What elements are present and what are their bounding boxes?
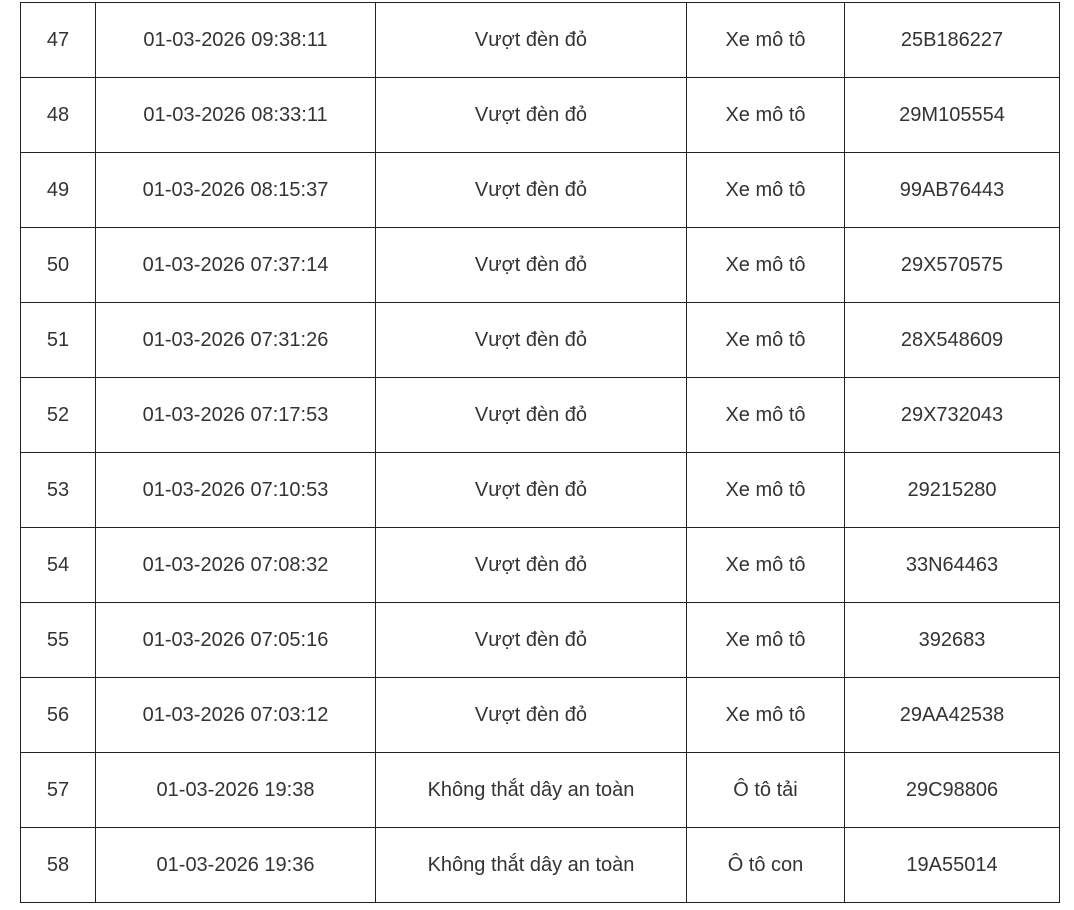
license-plate-cell: 392683 [844,602,1060,678]
vehicle-type-cell: Ô tô con [686,827,845,903]
violation-time-cell: 01-03-2026 07:03:12 [95,677,376,753]
violations-table-body: 47 01-03-2026 09:38:11 Vượt đèn đỏ Xe mô tô… [20,2,1060,903]
violation-type-cell: Vượt đèn đỏ [375,227,687,303]
license-plate-cell: 29M105554 [844,77,1060,153]
violation-time-cell: 01-03-2026 07:10:53 [95,452,376,528]
table-row: 48 01-03-2026 08:33:11 Vượt đèn đỏ Xe mô tô… [20,77,1060,153]
row-number-cell: 56 [20,677,96,753]
table-row: 58 01-03-2026 19:36 Không thắt dây an toàn… [20,827,1060,903]
vehicle-type-cell: Ô tô tải [686,752,845,828]
violation-type-cell: Vượt đèn đỏ [375,377,687,453]
violation-time-cell: 01-03-2026 08:33:11 [95,77,376,153]
license-plate-cell: 29X732043 [844,377,1060,453]
row-number-cell: 50 [20,227,96,303]
row-number-cell: 48 [20,77,96,153]
violation-type-cell: Vượt đèn đỏ [375,152,687,228]
row-number-cell: 53 [20,452,96,528]
vehicle-type-cell: Xe mô tô [686,302,845,378]
violation-time-cell: 01-03-2026 19:38 [95,752,376,828]
table-row: 47 01-03-2026 09:38:11 Vượt đèn đỏ Xe mô tô… [20,2,1060,78]
table-row: 57 01-03-2026 19:38 Không thắt dây an toàn… [20,752,1060,828]
license-plate-cell: 29215280 [844,452,1060,528]
row-number-cell: 54 [20,527,96,603]
row-number-cell: 55 [20,602,96,678]
vehicle-type-cell: Xe mô tô [686,677,845,753]
license-plate-cell: 99AB76443 [844,152,1060,228]
violation-time-cell: 01-03-2026 09:38:11 [95,2,376,78]
table-row: 52 01-03-2026 07:17:53 Vượt đèn đỏ Xe mô tô… [20,377,1060,453]
violation-type-cell: Vượt đèn đỏ [375,602,687,678]
violation-time-cell: 01-03-2026 07:05:16 [95,602,376,678]
license-plate-cell: 33N64463 [844,527,1060,603]
license-plate-cell: 29X570575 [844,227,1060,303]
vehicle-type-cell: Xe mô tô [686,602,845,678]
violation-time-cell: 01-03-2026 08:15:37 [95,152,376,228]
table-row: 53 01-03-2026 07:10:53 Vượt đèn đỏ Xe mô tô… [20,452,1060,528]
vehicle-type-cell: Xe mô tô [686,452,845,528]
violation-type-cell: Vượt đèn đỏ [375,77,687,153]
vehicle-type-cell: Xe mô tô [686,377,845,453]
vehicle-type-cell: Xe mô tô [686,152,845,228]
table-row: 55 01-03-2026 07:05:16 Vượt đèn đỏ Xe mô tô… [20,602,1060,678]
table-row: 54 01-03-2026 07:08:32 Vượt đèn đỏ Xe mô tô… [20,527,1060,603]
table-row: 50 01-03-2026 07:37:14 Vượt đèn đỏ Xe mô tô… [20,227,1060,303]
table-row: 56 01-03-2026 07:03:12 Vượt đèn đỏ Xe mô tô… [20,677,1060,753]
violation-type-cell: Vượt đèn đỏ [375,677,687,753]
vehicle-type-cell: Xe mô tô [686,227,845,303]
vehicle-type-cell: Xe mô tô [686,527,845,603]
license-plate-cell: 19A55014 [844,827,1060,903]
vehicle-type-cell: Xe mô tô [686,77,845,153]
violation-time-cell: 01-03-2026 07:08:32 [95,527,376,603]
table-row: 51 01-03-2026 07:31:26 Vượt đèn đỏ Xe mô tô… [20,302,1060,378]
violation-type-cell: Không thắt dây an toàn [375,752,687,828]
row-number-cell: 49 [20,152,96,228]
vehicle-type-cell: Xe mô tô [686,2,845,78]
row-number-cell: 52 [20,377,96,453]
license-plate-cell: 29C98806 [844,752,1060,828]
license-plate-cell: 25B186227 [844,2,1060,78]
row-number-cell: 57 [20,752,96,828]
violation-time-cell: 01-03-2026 19:36 [95,827,376,903]
violation-time-cell: 01-03-2026 07:17:53 [95,377,376,453]
violation-type-cell: Không thắt dây an toàn [375,827,687,903]
violation-type-cell: Vượt đèn đỏ [375,2,687,78]
violation-type-cell: Vượt đèn đỏ [375,302,687,378]
row-number-cell: 51 [20,302,96,378]
row-number-cell: 58 [20,827,96,903]
row-number-cell: 47 [20,2,96,78]
license-plate-cell: 28X548609 [844,302,1060,378]
license-plate-cell: 29AA42538 [844,677,1060,753]
table-row: 49 01-03-2026 08:15:37 Vượt đèn đỏ Xe mô tô… [20,152,1060,228]
violation-type-cell: Vượt đèn đỏ [375,527,687,603]
violation-time-cell: 01-03-2026 07:37:14 [95,227,376,303]
violation-type-cell: Vượt đèn đỏ [375,452,687,528]
violations-table: 47 01-03-2026 09:38:11 Vượt đèn đỏ Xe mô tô… [20,2,1060,903]
violation-time-cell: 01-03-2026 07:31:26 [95,302,376,378]
